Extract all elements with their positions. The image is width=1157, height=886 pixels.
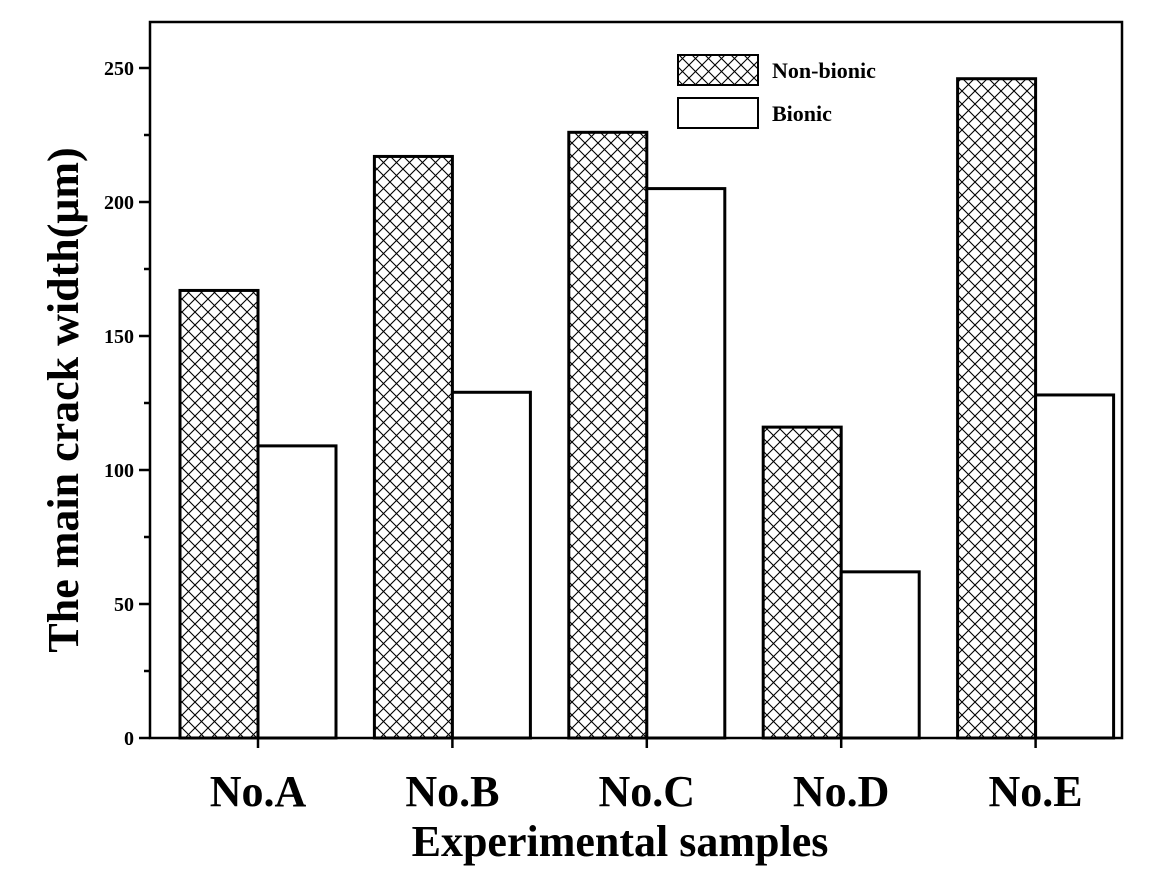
bars	[178, 77, 1116, 740]
bar-non-bionic-no-d	[761, 425, 843, 740]
bar-bionic-no-b	[450, 390, 532, 740]
x-axis: No.A No.B No.C No.D No.E	[210, 738, 1083, 816]
bar-non-bionic-no-c	[567, 130, 649, 740]
bar-bionic-no-a	[256, 444, 338, 740]
y-tick-label: 150	[104, 326, 134, 348]
y-tick-label: 0	[124, 728, 134, 750]
y-tick-label: 100	[104, 460, 134, 482]
legend-swatch-non-bionic	[677, 54, 759, 86]
y-tick-label: 200	[104, 192, 134, 214]
x-tick-label: No.A	[210, 767, 307, 816]
bar-bionic-no-c	[645, 187, 727, 740]
bar-bionic-no-e	[1034, 393, 1116, 740]
x-tick-label: No.B	[405, 767, 499, 816]
bar-non-bionic-no-b	[372, 154, 454, 740]
legend-label-bionic: Bionic	[772, 101, 832, 126]
y-axis-title: The main crack width(μm)	[39, 147, 88, 652]
bar-non-bionic-no-e	[956, 77, 1038, 740]
x-tick-label: No.E	[989, 767, 1083, 816]
y-axis: 0 50 100 150 200 250	[104, 58, 150, 750]
y-tick-label: 50	[114, 594, 134, 616]
legend-swatch-bionic	[677, 97, 759, 129]
x-tick-label: No.D	[793, 767, 890, 816]
bar-non-bionic-no-a	[178, 288, 260, 740]
x-tick-label: No.C	[599, 767, 696, 816]
legend-label-non-bionic: Non-bionic	[772, 58, 876, 83]
legend: Non-bionic Bionic	[677, 54, 876, 129]
bar-bionic-no-d	[839, 570, 921, 740]
x-axis-title: Experimental samples	[412, 817, 829, 866]
y-tick-label: 250	[104, 58, 134, 80]
